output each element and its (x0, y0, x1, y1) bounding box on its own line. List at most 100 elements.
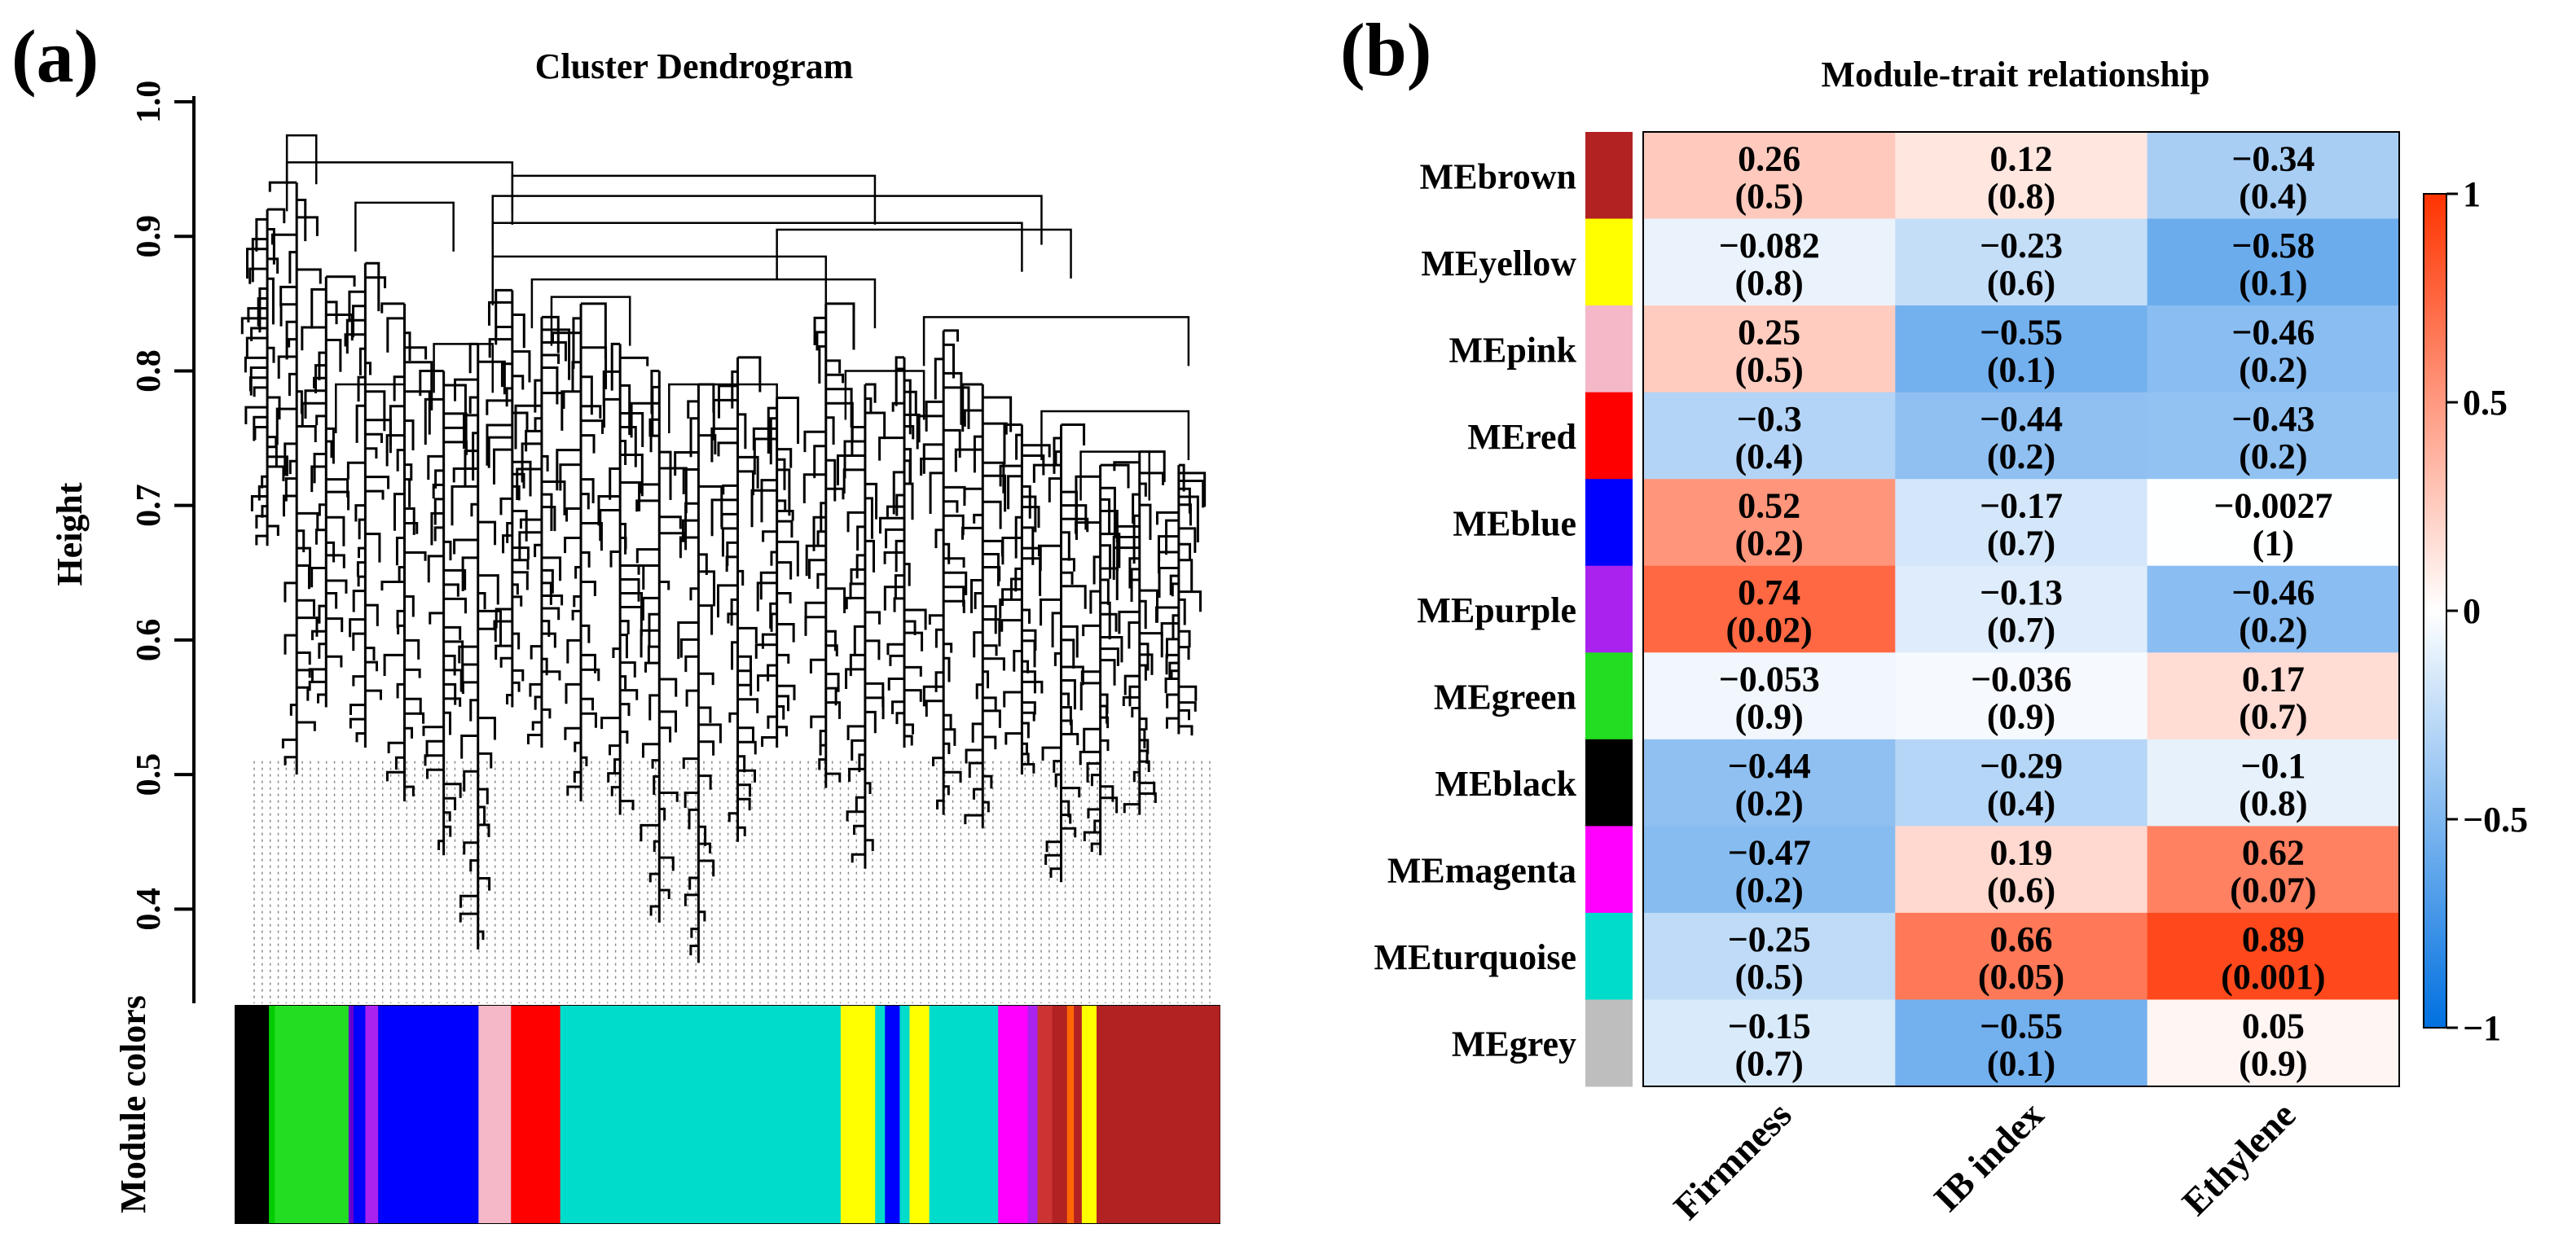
y-tick-label: 1.0 (130, 81, 168, 124)
heatmap-title: Module-trait relationship (1821, 55, 2209, 94)
cell-pvalue: (0.2) (1735, 783, 1804, 823)
row-label: MEmagenta (1387, 851, 1576, 891)
color-bar-segment (365, 1006, 379, 1223)
heatmap-cell (1895, 305, 2148, 393)
cell-pvalue: (0.4) (2239, 176, 2307, 216)
cell-pvalue: (0.6) (1987, 263, 2055, 303)
color-bar-segment (909, 1006, 930, 1223)
color-bar-segment (378, 1006, 479, 1223)
heatmap-cell (1895, 479, 2148, 567)
heatmap-cell (2147, 999, 2400, 1087)
row-label: MEpink (1448, 330, 1576, 370)
module-color-swatches (1585, 132, 1633, 1087)
row-label: MEblue (1453, 503, 1576, 543)
cell-pvalue: (0.9) (1987, 697, 2055, 737)
column-labels: Firmness IB index Ethylene (1665, 1094, 2303, 1227)
color-bar-segment (1052, 1006, 1068, 1223)
merge-bracket (354, 201, 455, 252)
cell-pvalue: (1) (2253, 523, 2294, 563)
leaf-branch (750, 396, 800, 748)
cell-pvalue: (0.02) (1726, 610, 1813, 650)
leaf-branch (1032, 423, 1089, 883)
merge-bracket (433, 343, 495, 393)
heatmap-cell (2147, 565, 2400, 653)
merge-bracket (491, 222, 1023, 272)
cell-pvalue: (0.2) (1735, 523, 1804, 563)
heatmap-cell (1643, 305, 1896, 393)
cell-pvalue: (0.9) (1735, 697, 1804, 737)
cell-correlation: −0.0027 (2213, 485, 2332, 525)
row-label: MEyellow (1421, 243, 1576, 283)
leaf-branch (344, 261, 392, 748)
leaf-branch (419, 369, 468, 856)
legend-tick-label: −0.5 (2463, 800, 2528, 840)
leaf-guide-lines (253, 761, 1211, 1003)
cell-correlation: 0.52 (1738, 485, 1800, 525)
heatmap-cell (1643, 132, 1896, 220)
cell-correlation: −0.082 (1719, 226, 1820, 265)
module-color-swatch (1585, 479, 1633, 567)
cell-correlation: −0.13 (1980, 572, 2063, 612)
leaf-branch (597, 342, 649, 815)
merge-bracket (511, 174, 877, 225)
heatmap-cell (1643, 826, 1896, 914)
module-color-swatch (1585, 652, 1633, 740)
leaf-branch (451, 342, 506, 950)
cell-pvalue: (0.9) (2239, 1044, 2307, 1084)
panel-b-heatmap: (b) Module-trait relationship MEbrown MEy… (1340, 8, 2528, 1227)
cell-correlation: 0.89 (2242, 919, 2305, 959)
cell-pvalue: (0.2) (2239, 349, 2307, 389)
merge-bracket (1040, 410, 1190, 461)
heatmap-cell (1895, 132, 2148, 220)
cell-correlation: −0.23 (1980, 226, 2063, 265)
cell-correlation: −0.036 (1971, 660, 2072, 700)
leaf-branch (1075, 463, 1130, 856)
color-bar-segment (269, 1006, 275, 1223)
leaf-branch (240, 208, 288, 546)
heatmap-cell (2147, 652, 2400, 740)
heatmap-cell (1643, 218, 1896, 306)
cell-pvalue: (0.2) (2239, 436, 2307, 476)
merge-bracket (776, 228, 1072, 279)
heatmap-cell (1895, 565, 2148, 653)
leaf-branch (1112, 450, 1166, 815)
cell-pvalue: (0.6) (1987, 871, 2055, 910)
cell-pvalue: (0.2) (1987, 436, 2055, 476)
leaf-branch (802, 302, 855, 788)
merge-bracket (491, 195, 1043, 245)
cell-correlation: 0.12 (1990, 138, 2053, 178)
module-color-swatch (1585, 565, 1633, 653)
row-label: MEred (1467, 417, 1576, 457)
row-label: MEgrey (1452, 1024, 1576, 1064)
cell-correlation: 0.74 (1738, 572, 1800, 612)
merge-bracket (844, 370, 925, 420)
module-color-swatch (1585, 999, 1633, 1087)
color-bar-segment (275, 1006, 349, 1223)
color-bar-segment (1097, 1006, 1220, 1223)
cell-correlation: −0.053 (1719, 660, 1820, 700)
leaf-branch (999, 423, 1051, 775)
row-label: MEbrown (1420, 156, 1576, 196)
heatmap-cell (1643, 739, 1896, 827)
heatmap-cell (2147, 132, 2400, 220)
cell-pvalue: (0.05) (1978, 957, 2064, 997)
cell-correlation: −0.17 (1980, 485, 2063, 525)
y-tick-label: 0.8 (130, 349, 168, 393)
heatmap-cell (1643, 912, 1896, 1000)
y-axis-label: Height (50, 482, 90, 586)
color-bar-segment (1037, 1006, 1053, 1223)
heatmap-cell (2147, 479, 2400, 567)
cell-correlation: 0.66 (1990, 919, 2053, 959)
module-color-swatch (1585, 912, 1633, 1000)
color-bar-segment (1066, 1006, 1075, 1223)
y-tick-label: 0.4 (130, 888, 168, 931)
cell-pvalue: (0.1) (1987, 1044, 2055, 1084)
cell-pvalue: (0.7) (1987, 523, 2055, 563)
heatmap-cell (2147, 218, 2400, 306)
legend-tick-label: −1 (2463, 1008, 2501, 1048)
leaf-branch (301, 275, 356, 708)
cell-correlation: 0.26 (1738, 138, 1800, 178)
leaf-branch (268, 181, 322, 775)
cell-correlation: −0.34 (2231, 138, 2314, 178)
cell-pvalue: (0.2) (1735, 871, 1804, 910)
